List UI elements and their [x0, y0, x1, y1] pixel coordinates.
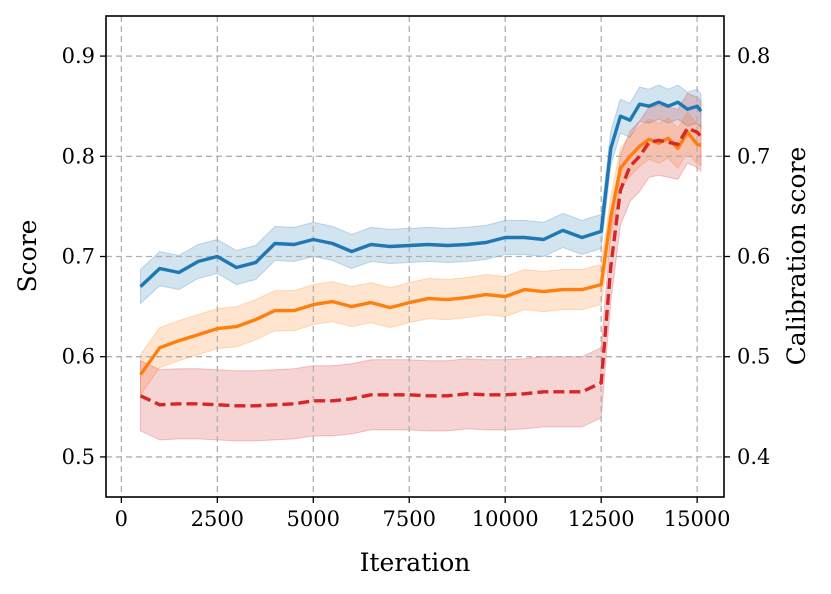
series-1-band [140, 84, 702, 305]
y-tick-label: 0.5 [62, 445, 95, 469]
series-2-band [140, 111, 702, 397]
x-axis-label: Iteration [360, 548, 471, 577]
y-axis-label-right: Calibration score [782, 147, 811, 366]
series-1-line [139, 100, 703, 288]
x-axis: 0 2500 5000 7500 10000 12500 15000 [115, 497, 731, 531]
confidence-bands [140, 84, 702, 442]
x-tick-label: 7500 [383, 507, 436, 531]
x-tick-label: 15000 [664, 507, 731, 531]
y-axis-label: Score [13, 220, 42, 293]
series-3-band [140, 92, 702, 442]
series-2-line [139, 130, 702, 376]
x-tick-label: 5000 [287, 507, 340, 531]
y-tick-label: 0.8 [62, 144, 95, 168]
y-tick-label-right: 0.5 [737, 345, 770, 369]
y-axis-right: 0.4 0.5 0.6 0.7 0.8 [724, 44, 770, 469]
y-tick-label-right: 0.4 [737, 445, 770, 469]
y-tick-label-right: 0.7 [737, 144, 770, 168]
x-tick-label: 2500 [191, 507, 244, 531]
x-tick-label: 12500 [568, 507, 635, 531]
x-tick-label: 0 [115, 507, 128, 531]
grid-lines [106, 16, 724, 497]
series-lines [139, 100, 703, 408]
series-3-line [139, 126, 703, 408]
y-tick-label-right: 0.6 [737, 245, 770, 269]
y-axis-left: 0.5 0.6 0.7 0.8 0.9 [62, 44, 106, 469]
y-tick-label: 0.9 [62, 44, 95, 68]
x-tick-label: 10000 [472, 507, 539, 531]
y-tick-label: 0.7 [62, 245, 95, 269]
y-tick-label-right: 0.8 [737, 44, 770, 68]
y-tick-label: 0.6 [62, 345, 95, 369]
